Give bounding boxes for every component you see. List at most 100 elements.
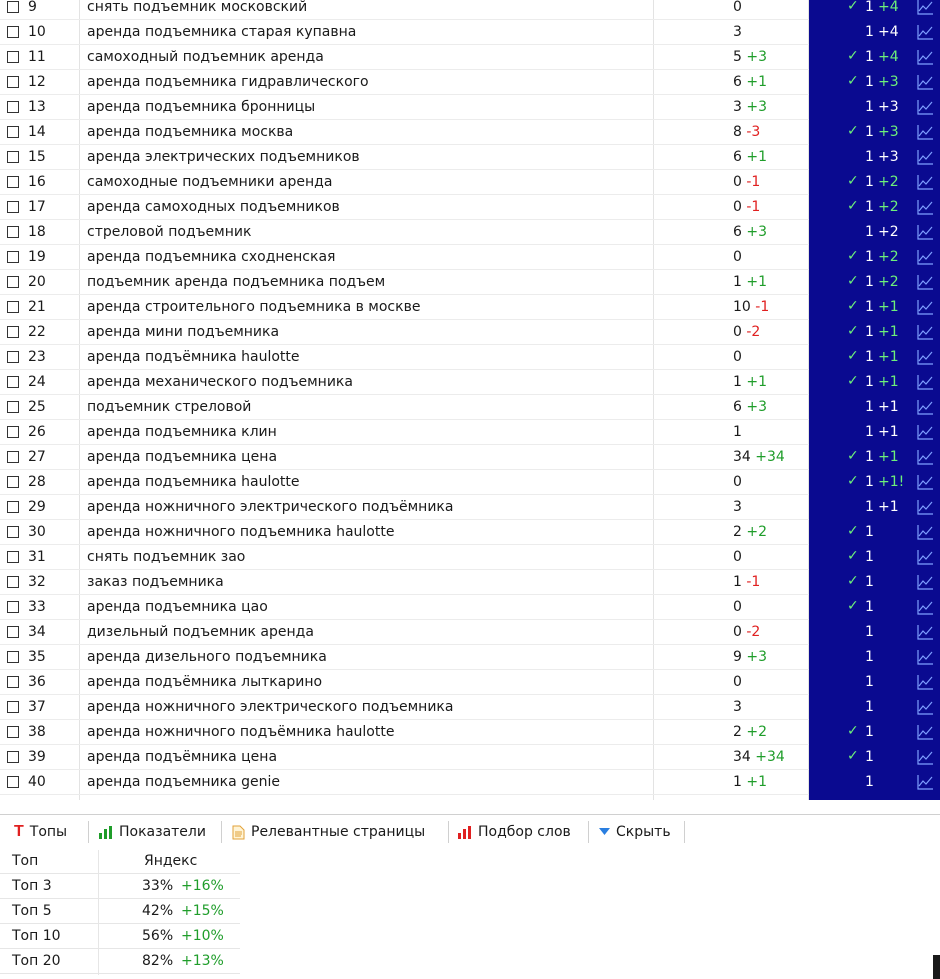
tab-indicators[interactable]: Показатели xyxy=(99,815,206,849)
tab-relevant-pages[interactable]: Релевантные страницы xyxy=(232,815,425,849)
row-checkbox[interactable] xyxy=(7,201,19,213)
chart-cell[interactable] xyxy=(912,270,940,295)
table-row[interactable]: 9 снять подъемник московский 0 ✓ 1 +4 xyxy=(0,0,940,20)
chart-cell[interactable] xyxy=(912,345,940,370)
row-checkbox[interactable] xyxy=(7,151,19,163)
row-checkbox[interactable] xyxy=(7,226,19,238)
chart-cell[interactable] xyxy=(912,545,940,570)
table-row[interactable]: 39 аренда подъёмника цена 34 +34 ✓ 1 xyxy=(0,745,940,770)
chart-cell[interactable] xyxy=(912,170,940,195)
chart-cell[interactable] xyxy=(912,470,940,495)
table-row[interactable]: 18 стреловой подъемник 6 +3 1 +2 xyxy=(0,220,940,245)
row-checkbox[interactable] xyxy=(7,376,19,388)
row-checkbox[interactable] xyxy=(7,26,19,38)
row-checkbox[interactable] xyxy=(7,101,19,113)
table-row[interactable]: 24 аренда механического подъемника 1 +1 ✓ 1 +… xyxy=(0,370,940,395)
table-row[interactable]: 23 аренда подъёмника haulotte 0 ✓ 1 +1 xyxy=(0,345,940,370)
chart-cell[interactable] xyxy=(912,320,940,345)
row-checkbox[interactable] xyxy=(7,701,19,713)
row-checkbox[interactable] xyxy=(7,426,19,438)
row-checkbox[interactable] xyxy=(7,501,19,513)
chart-cell[interactable] xyxy=(912,245,940,270)
table-row[interactable]: 38 аренда ножничного подъёмника haulotte 2… xyxy=(0,720,940,745)
row-checkbox[interactable] xyxy=(7,76,19,88)
row-checkbox[interactable] xyxy=(7,401,19,413)
row-checkbox[interactable] xyxy=(7,551,19,563)
row-checkbox[interactable] xyxy=(7,776,19,788)
row-checkbox[interactable] xyxy=(7,676,19,688)
chart-cell[interactable] xyxy=(912,95,940,120)
table-row[interactable]: 13 аренда подъемника бронницы 3 +3 1 +3 xyxy=(0,95,940,120)
table-row[interactable]: 37 аренда ножничного электрического подъе… xyxy=(0,695,940,720)
table-row[interactable]: 16 самоходные подъемники аренда 0 -1 ✓ 1 +2 xyxy=(0,170,940,195)
row-checkbox[interactable] xyxy=(7,726,19,738)
table-row[interactable]: 29 аренда ножничного электрического подъё… xyxy=(0,495,940,520)
table-row[interactable]: 34 дизельный подъемник аренда 0 -2 1 xyxy=(0,620,940,645)
table-row[interactable]: 17 аренда самоходных подъемников 0 -1 ✓ 1 +2 xyxy=(0,195,940,220)
chart-cell[interactable] xyxy=(912,295,940,320)
chart-cell[interactable] xyxy=(912,370,940,395)
row-checkbox[interactable] xyxy=(7,651,19,663)
row-checkbox[interactable] xyxy=(7,351,19,363)
chart-cell[interactable] xyxy=(912,770,940,795)
row-checkbox[interactable] xyxy=(7,301,19,313)
table-row[interactable]: 11 самоходный подъемник аренда 5 +3 ✓ 1 +4 xyxy=(0,45,940,70)
chart-cell[interactable] xyxy=(912,620,940,645)
chart-cell[interactable] xyxy=(912,495,940,520)
row-checkbox[interactable] xyxy=(7,251,19,263)
chart-cell[interactable] xyxy=(912,0,940,20)
chart-cell[interactable] xyxy=(912,20,940,45)
table-row[interactable]: 15 аренда электрических подъемников 6 +1 1 +… xyxy=(0,145,940,170)
row-checkbox[interactable] xyxy=(7,626,19,638)
row-checkbox[interactable] xyxy=(7,176,19,188)
chart-cell[interactable] xyxy=(912,445,940,470)
table-row[interactable]: 31 снять подъемник зао 0 ✓ 1 xyxy=(0,545,940,570)
table-row[interactable]: 35 аренда дизельного подъемника 9 +3 1 xyxy=(0,645,940,670)
row-checkbox[interactable] xyxy=(7,1,19,13)
chart-cell[interactable] xyxy=(912,645,940,670)
row-checkbox[interactable] xyxy=(7,751,19,763)
chart-cell[interactable] xyxy=(912,420,940,445)
table-row[interactable]: 14 аренда подъемника москва 8 -3 ✓ 1 +3 xyxy=(0,120,940,145)
row-checkbox[interactable] xyxy=(7,476,19,488)
chart-cell[interactable] xyxy=(912,745,940,770)
chart-cell[interactable] xyxy=(912,45,940,70)
chart-cell[interactable] xyxy=(912,220,940,245)
chart-cell[interactable] xyxy=(912,570,940,595)
tab-tops[interactable]: T Топы xyxy=(0,815,88,849)
chart-cell[interactable] xyxy=(912,670,940,695)
table-row[interactable]: 20 подъемник аренда подъемника подъем 1 +1… xyxy=(0,270,940,295)
table-row[interactable]: 26 аренда подъемника клин 1 1 +1 xyxy=(0,420,940,445)
table-row[interactable]: 27 аренда подъемника цена 34 +34 ✓ 1 +1 xyxy=(0,445,940,470)
tab-hide[interactable]: Скрыть xyxy=(599,815,671,849)
row-checkbox[interactable] xyxy=(7,451,19,463)
table-row[interactable]: 36 аренда подъёмника лыткарино 0 1 xyxy=(0,670,940,695)
chart-cell[interactable] xyxy=(912,120,940,145)
row-checkbox[interactable] xyxy=(7,126,19,138)
row-checkbox[interactable] xyxy=(7,601,19,613)
table-row[interactable]: 32 заказ подъемника 1 -1 ✓ 1 xyxy=(0,570,940,595)
table-row[interactable]: 12 аренда подъемника гидравлического 6 +1 ✓… xyxy=(0,70,940,95)
table-row[interactable]: 22 аренда мини подъемника 0 -2 ✓ 1 +1 xyxy=(0,320,940,345)
chart-cell[interactable] xyxy=(912,145,940,170)
chart-cell[interactable] xyxy=(912,195,940,220)
row-checkbox[interactable] xyxy=(7,526,19,538)
chart-cell[interactable] xyxy=(912,720,940,745)
table-row[interactable]: 25 подъемник стреловой 6 +3 1 +1 xyxy=(0,395,940,420)
row-checkbox[interactable] xyxy=(7,276,19,288)
chart-cell[interactable] xyxy=(912,70,940,95)
chart-cell[interactable] xyxy=(912,695,940,720)
table-row[interactable]: 30 аренда ножничного подъемника haulotte 2… xyxy=(0,520,940,545)
chart-cell[interactable] xyxy=(912,595,940,620)
row-checkbox[interactable] xyxy=(7,576,19,588)
chart-cell[interactable] xyxy=(912,395,940,420)
row-checkbox[interactable] xyxy=(7,51,19,63)
table-row[interactable]: 19 аренда подъемника сходненская 0 ✓ 1 +2 xyxy=(0,245,940,270)
table-row[interactable]: 21 аренда строительного подъемника в моск… xyxy=(0,295,940,320)
chart-cell[interactable] xyxy=(912,520,940,545)
table-row[interactable]: 10 аренда подъемника старая купавна 3 1 +4 xyxy=(0,20,940,45)
row-checkbox[interactable] xyxy=(7,326,19,338)
table-row[interactable]: 40 аренда подъемника genie 1 +1 1 xyxy=(0,770,940,795)
table-row[interactable]: 33 аренда подъемника цао 0 ✓ 1 xyxy=(0,595,940,620)
tab-word-selection[interactable]: Подбор слов xyxy=(458,815,571,849)
